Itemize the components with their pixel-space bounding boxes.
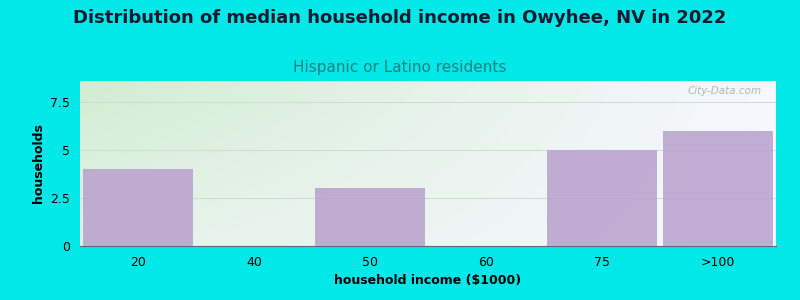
Bar [663, 131, 773, 246]
Text: Hispanic or Latino residents: Hispanic or Latino residents [294, 60, 506, 75]
Bar [547, 150, 657, 246]
Text: Distribution of median household income in Owyhee, NV in 2022: Distribution of median household income … [74, 9, 726, 27]
Text: City-Data.com: City-Data.com [688, 86, 762, 96]
Bar [315, 188, 425, 246]
Bar [83, 169, 193, 246]
X-axis label: household income ($1000): household income ($1000) [334, 274, 522, 287]
Y-axis label: households: households [32, 124, 45, 203]
